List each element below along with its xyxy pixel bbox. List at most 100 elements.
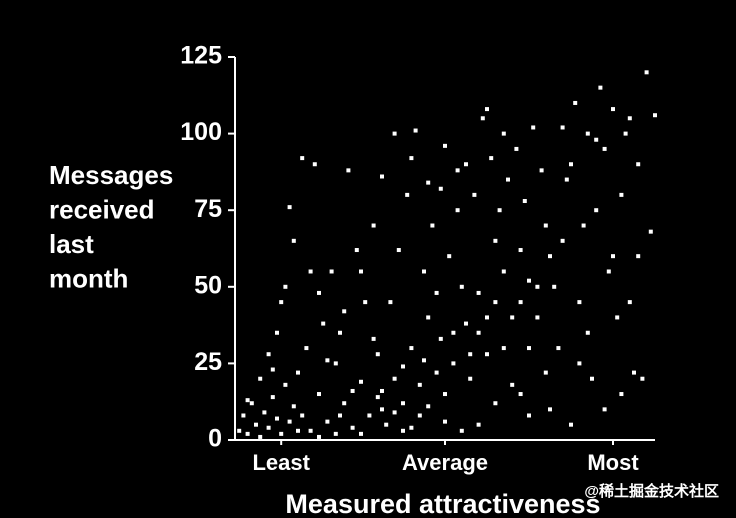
point bbox=[300, 413, 305, 418]
point bbox=[287, 419, 292, 424]
point bbox=[459, 428, 464, 433]
point bbox=[371, 223, 376, 228]
point bbox=[392, 131, 397, 136]
point bbox=[438, 186, 443, 191]
y-axis-label: Messages bbox=[49, 160, 173, 190]
point bbox=[262, 410, 267, 415]
point bbox=[485, 352, 489, 357]
point bbox=[342, 401, 347, 406]
point bbox=[254, 422, 258, 427]
point bbox=[375, 352, 380, 357]
point bbox=[367, 413, 372, 418]
point bbox=[493, 401, 498, 406]
point bbox=[594, 208, 599, 213]
point bbox=[258, 434, 263, 439]
point bbox=[245, 431, 250, 436]
point bbox=[527, 278, 531, 283]
point bbox=[317, 392, 321, 397]
point bbox=[338, 330, 342, 335]
point bbox=[644, 70, 649, 75]
point bbox=[363, 300, 368, 305]
point bbox=[518, 392, 523, 397]
point bbox=[388, 300, 393, 305]
point bbox=[468, 352, 473, 357]
y-tick-label: 125 bbox=[180, 42, 222, 70]
point bbox=[510, 382, 515, 387]
point bbox=[464, 162, 468, 167]
point bbox=[275, 330, 279, 335]
point bbox=[539, 168, 544, 173]
point bbox=[438, 336, 443, 341]
point bbox=[300, 156, 305, 161]
point bbox=[468, 376, 473, 381]
point bbox=[270, 395, 275, 400]
point bbox=[535, 284, 540, 289]
point bbox=[476, 290, 481, 295]
point bbox=[359, 269, 363, 274]
point bbox=[569, 422, 573, 427]
point bbox=[493, 238, 498, 243]
point bbox=[623, 131, 628, 136]
point bbox=[401, 428, 405, 433]
point bbox=[577, 361, 582, 366]
point bbox=[434, 290, 439, 295]
point bbox=[359, 431, 363, 436]
point bbox=[417, 413, 422, 418]
y-tick-label: 75 bbox=[194, 195, 222, 223]
point bbox=[409, 156, 414, 161]
point bbox=[380, 407, 384, 412]
point bbox=[266, 352, 271, 357]
point bbox=[581, 223, 586, 228]
point bbox=[405, 192, 410, 197]
point bbox=[560, 125, 565, 130]
point bbox=[480, 116, 485, 121]
point bbox=[380, 388, 384, 393]
point bbox=[413, 128, 418, 133]
point bbox=[451, 361, 456, 366]
point bbox=[573, 100, 578, 105]
watermark: @稀土掘金技术社区 bbox=[584, 482, 719, 500]
point bbox=[602, 407, 607, 412]
point bbox=[485, 315, 489, 320]
point bbox=[443, 392, 447, 397]
point bbox=[598, 85, 603, 90]
point bbox=[611, 254, 615, 259]
point bbox=[325, 358, 330, 363]
point bbox=[472, 192, 477, 197]
point bbox=[401, 364, 405, 369]
point bbox=[447, 254, 452, 259]
point bbox=[291, 404, 296, 409]
point bbox=[396, 248, 401, 253]
point bbox=[459, 284, 464, 289]
point bbox=[270, 367, 275, 372]
point bbox=[308, 269, 313, 274]
point bbox=[476, 330, 481, 335]
point bbox=[648, 229, 653, 234]
point bbox=[443, 419, 447, 424]
point bbox=[304, 346, 309, 351]
point bbox=[619, 192, 624, 197]
y-tick-label: 50 bbox=[194, 271, 222, 299]
point bbox=[283, 382, 288, 387]
point bbox=[279, 300, 284, 305]
point bbox=[464, 321, 468, 326]
x-tick-label: Least bbox=[252, 450, 310, 475]
point bbox=[346, 168, 351, 173]
point bbox=[548, 407, 552, 412]
point bbox=[489, 156, 494, 161]
x-axis-label: Measured attractiveness bbox=[285, 489, 600, 518]
point bbox=[384, 422, 389, 427]
point bbox=[317, 290, 321, 295]
point bbox=[636, 254, 641, 259]
point bbox=[640, 376, 645, 381]
point bbox=[577, 300, 582, 305]
point bbox=[266, 425, 271, 430]
point bbox=[422, 269, 426, 274]
y-axis-label: month bbox=[49, 263, 128, 293]
point bbox=[237, 428, 242, 433]
point bbox=[569, 162, 573, 167]
point bbox=[518, 300, 523, 305]
point bbox=[241, 413, 246, 418]
point bbox=[531, 125, 536, 130]
